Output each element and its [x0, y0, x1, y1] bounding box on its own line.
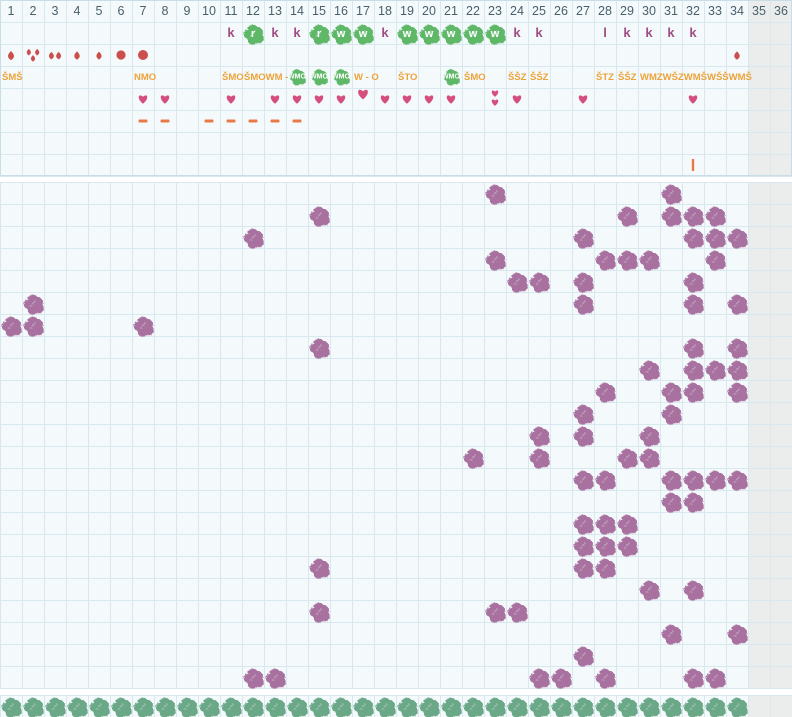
svg-text:20: 20 — [422, 4, 436, 18]
svg-text:30: 30 — [642, 4, 656, 18]
svg-text:ŠTZ: ŠTZ — [596, 71, 614, 83]
svg-text:14: 14 — [290, 4, 304, 18]
svg-text:3: 3 — [52, 4, 59, 18]
svg-text:ŠŠZ: ŠŠZ — [530, 71, 549, 83]
svg-text:k: k — [271, 25, 279, 40]
svg-text:8: 8 — [162, 4, 169, 18]
svg-text:ŠMO: ŠMO — [222, 71, 244, 83]
svg-text:21: 21 — [444, 4, 458, 18]
svg-text:33: 33 — [708, 4, 722, 18]
svg-text:k: k — [535, 25, 543, 40]
svg-text:w: w — [358, 28, 368, 40]
svg-text:35: 35 — [752, 4, 766, 18]
svg-text:ŠMŠ: ŠMŠ — [2, 71, 23, 83]
svg-text:32: 32 — [686, 4, 700, 18]
svg-text:24: 24 — [510, 4, 524, 18]
svg-text:22: 22 — [466, 4, 480, 18]
svg-text:k: k — [623, 25, 631, 40]
svg-text:15: 15 — [312, 4, 326, 18]
svg-text:17: 17 — [356, 4, 370, 18]
svg-text:WMO: WMO — [288, 74, 306, 81]
svg-text:13: 13 — [268, 4, 282, 18]
svg-text:w: w — [490, 28, 500, 40]
svg-text:k: k — [645, 25, 653, 40]
svg-text:ŠMOWM -: ŠMOWM - — [244, 71, 288, 83]
svg-text:29: 29 — [620, 4, 634, 18]
svg-text:11: 11 — [225, 4, 238, 18]
svg-text:2: 2 — [30, 4, 37, 18]
svg-text:5: 5 — [96, 4, 103, 18]
svg-text:10: 10 — [202, 4, 216, 18]
svg-text:w: w — [424, 28, 434, 40]
svg-text:36: 36 — [774, 4, 788, 18]
svg-text:w: w — [402, 28, 412, 40]
svg-text:23: 23 — [488, 4, 502, 18]
svg-text:28: 28 — [598, 4, 612, 18]
svg-text:WMO: WMO — [310, 74, 328, 81]
svg-text:31: 31 — [664, 4, 678, 18]
svg-text:ŠŠZ: ŠŠZ — [508, 71, 527, 83]
svg-text:w: w — [336, 28, 346, 40]
svg-text:r: r — [251, 28, 256, 40]
svg-text:k: k — [513, 25, 521, 40]
svg-text:WMO: WMO — [442, 74, 460, 81]
svg-text:19: 19 — [400, 4, 414, 18]
svg-text:WMZWŠZWMŠWŠŠWMŠ: WMZWŠZWMŠWŠŠWMŠ — [640, 71, 752, 83]
svg-text:k: k — [689, 25, 697, 40]
svg-text:w: w — [446, 28, 456, 40]
svg-text:ŠŠZ: ŠŠZ — [618, 71, 637, 83]
svg-text:9: 9 — [184, 4, 191, 18]
svg-text:k: k — [293, 25, 301, 40]
svg-text:25: 25 — [532, 4, 546, 18]
svg-text:ŠMO: ŠMO — [464, 71, 486, 83]
svg-text:6: 6 — [118, 4, 125, 18]
svg-text:1: 1 — [8, 4, 15, 18]
svg-text:27: 27 — [576, 4, 590, 18]
svg-text:16: 16 — [334, 4, 348, 18]
svg-text:k: k — [227, 25, 235, 40]
svg-text:W - O: W - O — [354, 72, 379, 83]
svg-text:26: 26 — [554, 4, 568, 18]
svg-text:18: 18 — [378, 4, 392, 18]
svg-text:k: k — [667, 25, 675, 40]
svg-text:k: k — [381, 25, 389, 40]
svg-text:ŠTO: ŠTO — [398, 71, 417, 83]
svg-text:4: 4 — [74, 4, 81, 18]
svg-text:WMO: WMO — [332, 74, 350, 81]
svg-text:w: w — [468, 28, 478, 40]
svg-text:NMO: NMO — [134, 72, 156, 83]
svg-text:34: 34 — [730, 4, 744, 18]
svg-text:7: 7 — [140, 4, 147, 18]
svg-text:r: r — [317, 28, 322, 40]
svg-text:l: l — [603, 25, 607, 40]
svg-text:12: 12 — [246, 4, 260, 18]
